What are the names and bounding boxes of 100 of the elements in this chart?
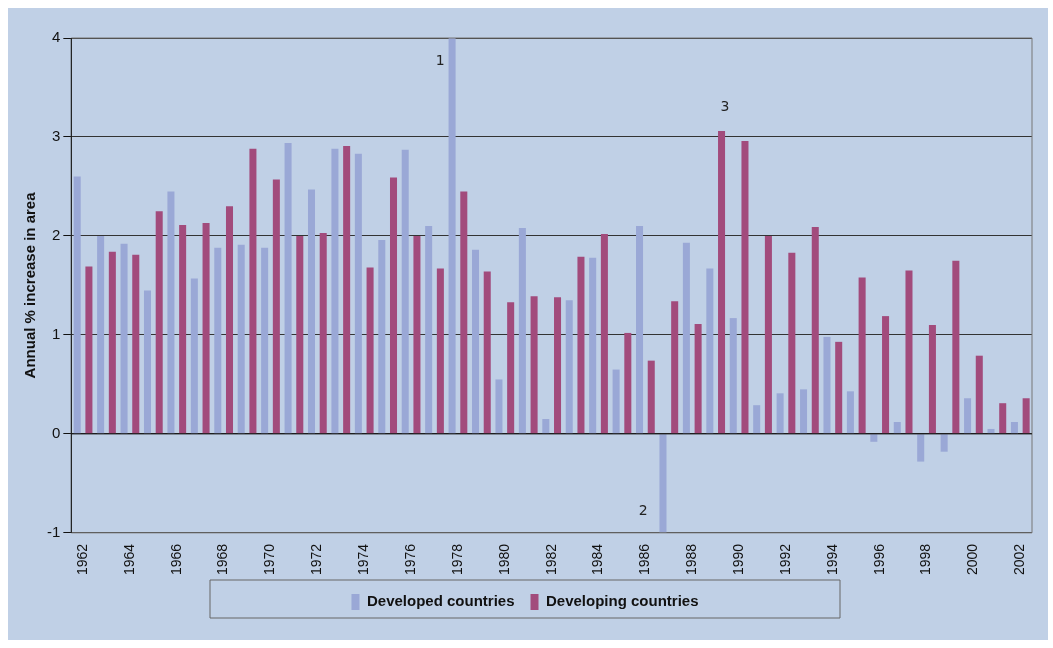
bar	[788, 252, 796, 434]
bar	[964, 398, 972, 434]
y-tick-label: 1	[51, 325, 61, 343]
bar	[143, 290, 151, 434]
bar	[764, 235, 772, 434]
y-axis-title: Annual % increase in area	[21, 191, 39, 379]
bar	[108, 251, 116, 434]
bar	[1022, 398, 1030, 434]
bar	[542, 419, 550, 434]
bar	[319, 232, 327, 434]
bar	[366, 267, 374, 434]
bar	[671, 301, 679, 434]
bar	[307, 189, 316, 434]
bar	[132, 254, 140, 434]
bar	[917, 434, 925, 462]
annotation: 1	[435, 51, 445, 68]
annotation: 2	[638, 501, 648, 518]
bar	[284, 142, 292, 434]
bar	[823, 336, 831, 434]
bar	[120, 243, 128, 434]
y-tick-label: 4	[51, 28, 61, 46]
bar	[225, 206, 234, 434]
bar	[179, 225, 187, 434]
bar	[858, 277, 866, 434]
x-tick-label: 1990	[729, 543, 746, 576]
bar	[530, 296, 538, 434]
bar	[390, 177, 398, 434]
annotation: 3	[720, 98, 730, 115]
y-tick-label: 3	[51, 127, 61, 145]
bar	[600, 233, 608, 434]
x-tick-label: 2000	[964, 543, 981, 576]
legend-label: Developing countries	[546, 592, 699, 610]
x-tick-label: 1986	[636, 543, 653, 576]
bar	[202, 223, 210, 434]
bar	[682, 242, 690, 434]
x-tick-label: 1988	[683, 543, 700, 576]
bar	[893, 422, 901, 434]
bar	[835, 341, 843, 434]
x-tick-label: 1964	[120, 543, 137, 576]
x-tick-label: 1992	[776, 543, 793, 576]
bar	[612, 369, 620, 434]
bar	[436, 268, 444, 434]
x-tick-label: 1982	[542, 543, 559, 576]
bar	[261, 247, 269, 434]
bar	[706, 268, 714, 434]
bar	[624, 332, 632, 434]
bar	[237, 244, 245, 434]
bar	[214, 247, 222, 434]
bar	[940, 434, 948, 452]
bar	[659, 434, 667, 533]
x-tick-label: 1980	[495, 543, 512, 576]
x-tick-label: 1996	[870, 543, 887, 576]
bar	[846, 391, 854, 434]
bar	[378, 239, 386, 434]
x-tick-label: 1978	[448, 543, 465, 576]
bar	[413, 235, 421, 434]
bar	[518, 228, 526, 434]
bar	[73, 176, 81, 434]
bar	[647, 360, 655, 434]
bar	[272, 179, 280, 434]
x-tick-label: 1994	[823, 543, 840, 576]
y-tick-label: 2	[51, 226, 61, 244]
bar	[636, 226, 644, 434]
x-tick-label: 1974	[355, 543, 372, 576]
bar	[753, 405, 761, 434]
x-tick-label: 1970	[261, 543, 278, 576]
bar	[577, 256, 585, 434]
bar	[425, 226, 433, 434]
bar	[472, 249, 480, 434]
x-tick-label: 1984	[589, 543, 606, 576]
bar	[776, 393, 784, 434]
bar	[1010, 422, 1018, 434]
bar	[928, 325, 936, 434]
bar	[85, 266, 93, 434]
bar	[331, 148, 339, 434]
y-tick-label: 0	[51, 424, 61, 442]
bar	[401, 149, 409, 434]
bar	[190, 278, 198, 434]
legend-label: Developed countries	[366, 592, 515, 610]
bar	[565, 300, 573, 434]
bar	[554, 297, 562, 434]
bar	[495, 379, 503, 434]
bar	[97, 235, 105, 434]
bar	[729, 318, 737, 434]
bar	[249, 148, 257, 434]
bar	[870, 434, 878, 442]
bar	[167, 191, 175, 434]
bar	[483, 271, 491, 434]
bar	[952, 260, 960, 434]
bar	[800, 389, 808, 434]
bar	[741, 140, 749, 434]
bar	[589, 257, 597, 434]
bar	[882, 316, 890, 434]
bar	[354, 153, 362, 434]
y-tick-label: -1	[46, 523, 61, 540]
x-tick-label: 2002	[1011, 543, 1028, 576]
x-tick-label: 1976	[401, 543, 418, 576]
bar	[507, 302, 515, 434]
bar	[448, 38, 456, 434]
bar	[811, 227, 819, 434]
